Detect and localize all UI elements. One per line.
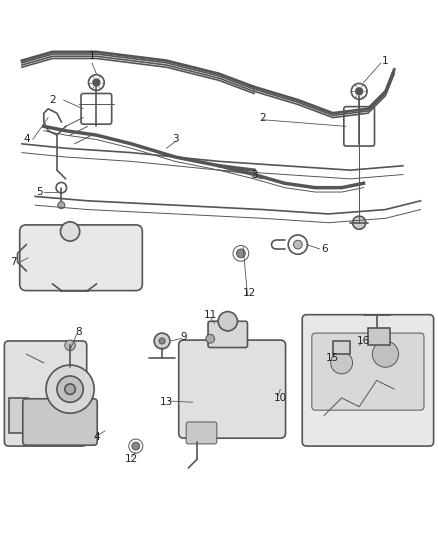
Text: 7: 7 — [10, 257, 17, 267]
Circle shape — [206, 334, 215, 343]
Text: 11: 11 — [204, 310, 217, 320]
Text: 4: 4 — [23, 134, 30, 144]
Circle shape — [237, 249, 245, 258]
FancyBboxPatch shape — [208, 321, 247, 348]
Circle shape — [65, 384, 75, 394]
Circle shape — [159, 338, 165, 344]
Circle shape — [353, 216, 366, 229]
Circle shape — [293, 240, 302, 249]
Text: 2: 2 — [259, 112, 266, 123]
Text: 16: 16 — [357, 336, 370, 346]
Bar — [368, 328, 390, 345]
FancyBboxPatch shape — [4, 341, 87, 446]
FancyBboxPatch shape — [312, 333, 424, 410]
Text: 10: 10 — [274, 393, 287, 403]
Text: 9: 9 — [180, 332, 187, 342]
Text: 8: 8 — [75, 327, 82, 337]
Text: 13: 13 — [160, 397, 173, 407]
Circle shape — [60, 222, 80, 241]
FancyBboxPatch shape — [186, 422, 217, 444]
Text: 3: 3 — [251, 169, 258, 180]
Circle shape — [154, 333, 170, 349]
Bar — [9, 398, 28, 433]
Circle shape — [132, 442, 140, 450]
Text: 1: 1 — [88, 51, 95, 61]
FancyBboxPatch shape — [20, 225, 142, 290]
Bar — [333, 341, 350, 354]
Circle shape — [356, 88, 363, 95]
Circle shape — [218, 312, 237, 331]
FancyBboxPatch shape — [302, 314, 434, 446]
Text: 2: 2 — [49, 95, 56, 105]
Text: 3: 3 — [172, 134, 179, 144]
Circle shape — [65, 340, 75, 351]
Circle shape — [58, 201, 65, 209]
Circle shape — [331, 352, 353, 374]
Circle shape — [372, 341, 399, 367]
FancyBboxPatch shape — [179, 340, 286, 438]
Text: 15: 15 — [326, 353, 339, 364]
Text: 1: 1 — [382, 55, 389, 66]
Text: 5: 5 — [36, 187, 43, 197]
Text: 6: 6 — [321, 244, 328, 254]
Text: 12: 12 — [243, 288, 256, 298]
Text: 4: 4 — [93, 432, 100, 442]
Circle shape — [93, 79, 100, 86]
Circle shape — [46, 365, 94, 413]
Circle shape — [57, 376, 83, 402]
FancyBboxPatch shape — [23, 399, 97, 445]
Text: 12: 12 — [125, 454, 138, 464]
